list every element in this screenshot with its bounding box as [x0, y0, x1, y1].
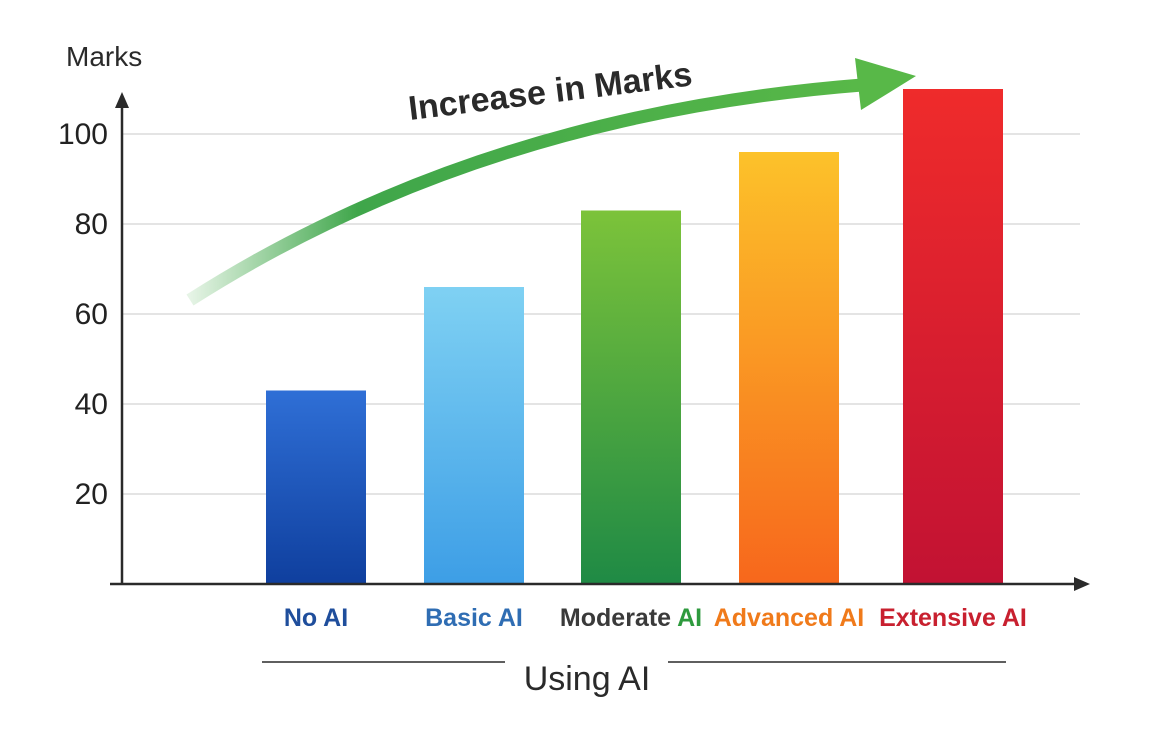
bars: [266, 89, 1003, 584]
y-tick-label-60: 60: [75, 298, 108, 331]
x-axis-title: Using AI: [524, 660, 651, 698]
y-axis-title: Marks: [66, 41, 142, 72]
x-tick-label-no-ai: No AI: [284, 604, 348, 632]
x-categories: No AI Basic AI Moderate AI Advanced AI Exten…: [284, 604, 1027, 632]
trend-arrow-shaft: [186, 78, 863, 306]
bar-extensive-ai: [903, 89, 1003, 584]
bar-no-ai: [266, 390, 366, 584]
x-tick-label-moderate-ai: Moderate AI: [560, 604, 702, 632]
bar-advanced-ai: [739, 152, 839, 584]
axes: [110, 92, 1090, 591]
x-tick-label-basic-ai: Basic AI: [425, 604, 523, 632]
y-tick-label-100: 100: [58, 118, 108, 151]
y-tick-label-20: 20: [75, 478, 108, 511]
x-axis-arrowhead: [1074, 577, 1090, 591]
trend-arrow-head: [855, 58, 916, 110]
bar-moderate-ai: [581, 210, 681, 584]
trend-arrow: [186, 58, 916, 306]
y-tick-label-80: 80: [75, 208, 108, 241]
x-tick-label-extensive-ai: Extensive AI: [879, 604, 1027, 632]
x-tick-label-advanced-ai: Advanced AI: [714, 604, 865, 632]
y-tick-label-40: 40: [75, 388, 108, 421]
y-axis-arrowhead: [115, 92, 129, 108]
y-ticks: 20 40 60 80 100: [58, 118, 108, 511]
bar-basic-ai: [424, 287, 524, 584]
